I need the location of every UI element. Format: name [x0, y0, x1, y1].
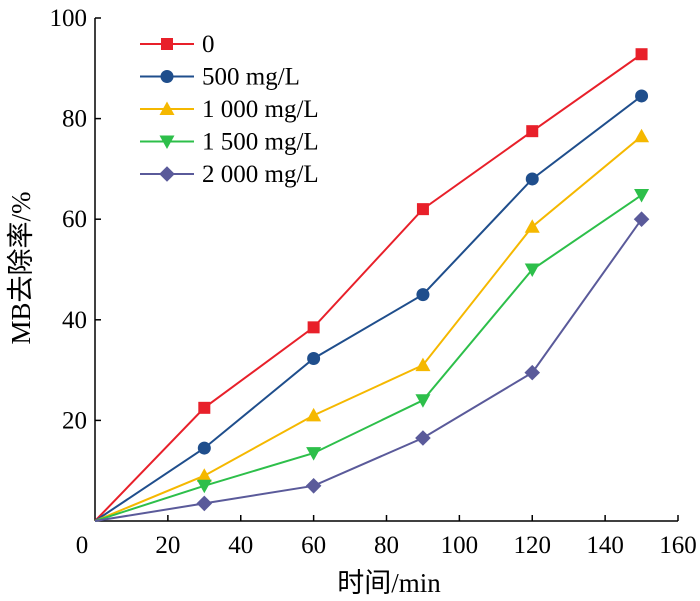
data-point	[197, 441, 211, 455]
series-layer	[94, 48, 650, 522]
data-point	[635, 48, 648, 61]
x-axis-title: 时间/min	[337, 568, 441, 598]
legend-marker	[160, 70, 174, 83]
x-tick-label: 160	[659, 532, 697, 559]
data-point	[307, 352, 321, 366]
series-line	[94, 218, 643, 522]
legend-label: 1 500 mg/L	[202, 129, 319, 156]
data-point	[196, 495, 213, 512]
legend-label: 1 000 mg/L	[202, 96, 319, 123]
legend-marker	[161, 38, 173, 50]
legend-entry: 1 000 mg/L	[140, 96, 319, 123]
data-point	[415, 430, 431, 446]
data-point	[415, 357, 431, 372]
legend-entry: 500 mg/L	[140, 64, 300, 91]
data-point	[416, 288, 430, 302]
axes	[94, 18, 678, 522]
data-point	[306, 447, 322, 461]
series-1	[94, 89, 649, 522]
x-tick-label: 140	[586, 532, 624, 559]
legend-entry: 0	[140, 31, 215, 58]
data-point	[307, 321, 320, 334]
data-point	[524, 219, 540, 233]
legend-entry: 2 000 mg/L	[140, 161, 319, 188]
legend-marker	[159, 135, 175, 149]
y-axis-title: MB去除率/%	[6, 191, 36, 344]
data-point	[524, 364, 541, 381]
x-tick-label: 80	[374, 532, 399, 559]
legend-marker	[159, 101, 175, 115]
y-tick-label: 80	[62, 106, 87, 133]
data-point	[525, 172, 539, 186]
y-tick-label: 40	[62, 307, 87, 334]
data-point	[305, 477, 322, 494]
series-line	[94, 194, 643, 522]
series-3	[94, 189, 650, 522]
data-point	[196, 479, 212, 494]
legend: 0 500 mg/L 1 000 mg/L 1 500 mg/L 2 000 mg/L	[140, 31, 319, 188]
y-tick-label: 20	[62, 407, 87, 434]
series-line	[94, 135, 643, 522]
x-tick-label: 20	[155, 532, 180, 559]
data-point	[416, 203, 429, 216]
y-tick-label: 100	[50, 5, 88, 32]
data-point	[634, 189, 650, 203]
data-point	[634, 128, 650, 143]
series-2	[94, 128, 650, 522]
x-tick-label: 0	[76, 532, 89, 559]
x-tick-label: 120	[514, 532, 552, 559]
data-point	[635, 89, 649, 103]
series-4	[94, 211, 650, 522]
y-axis-ticks: 20 40 60 80 100	[50, 5, 101, 434]
series-line	[94, 53, 643, 522]
data-point	[196, 468, 212, 482]
x-tick-label: 100	[441, 532, 479, 559]
data-point	[198, 401, 211, 414]
x-tick-label: 60	[301, 532, 326, 559]
legend-entry: 1 500 mg/L	[140, 129, 319, 156]
x-axis-ticks: 0 20 40 60 80 100 120 140 160	[76, 515, 697, 559]
data-point	[524, 263, 540, 277]
legend-label: 0	[202, 31, 215, 58]
legend-marker	[159, 166, 175, 182]
legend-label: 500 mg/L	[202, 64, 300, 91]
y-tick-label: 60	[62, 206, 87, 233]
data-point	[633, 211, 650, 227]
data-point	[306, 407, 322, 422]
series-line	[94, 95, 643, 522]
legend-label: 2 000 mg/L	[202, 161, 319, 188]
data-point	[415, 394, 431, 408]
series-0	[94, 48, 648, 522]
x-tick-label: 40	[228, 532, 253, 559]
data-point	[526, 125, 539, 138]
